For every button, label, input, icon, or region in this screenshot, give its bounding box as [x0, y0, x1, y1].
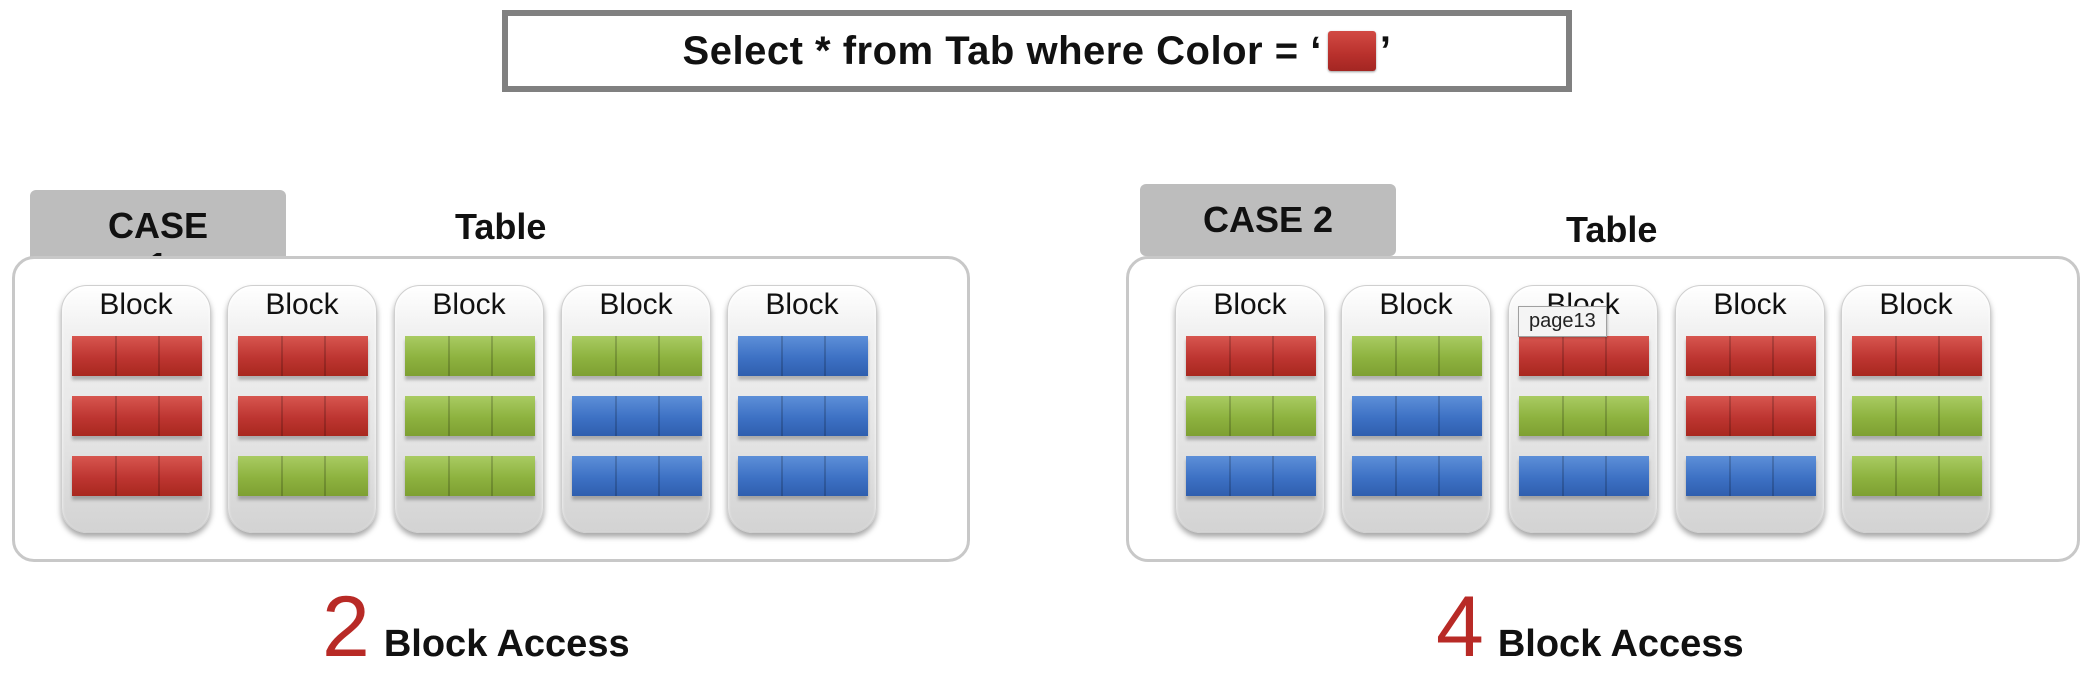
case1-block-1: Block [61, 285, 211, 533]
query-text-end: ’ [1379, 28, 1392, 73]
case1-block-2-row-red [238, 396, 368, 436]
case2-result: 4 Block Access [1436, 584, 1744, 670]
case1-block-2: Block [227, 285, 377, 533]
case2-block-3-row-red [1519, 336, 1649, 376]
case1-block-5-row-blue [738, 396, 868, 436]
case2-block-5-row-green [1852, 396, 1982, 436]
case1-block-3: Block [394, 285, 544, 533]
case2-block-5-row-red [1852, 336, 1982, 376]
case2-tab: CASE 2 [1140, 184, 1396, 256]
case1-block-5: Block [727, 285, 877, 533]
case2-block-label: Block [1879, 288, 1953, 321]
case2-block-4-row-red [1686, 396, 1816, 436]
case1-block-label: Block [99, 288, 173, 321]
case2-table-frame: Block Block Block Block Block [1126, 256, 2080, 562]
case1-block-4-row-green [572, 336, 702, 376]
case1-block-3-row-green [405, 336, 535, 376]
case2-block-3: Block [1508, 285, 1658, 533]
case2-block-1-row-green [1186, 396, 1316, 436]
case2-block-2-row-blue [1352, 396, 1482, 436]
case1-block-label: Block [599, 288, 673, 321]
case1-block-5-row-blue [738, 336, 868, 376]
case2-block-5-row-green [1852, 456, 1982, 496]
case2-block-4: Block [1675, 285, 1825, 533]
case2-block-label: Block [1379, 288, 1453, 321]
case2-block-2-row-green [1352, 336, 1482, 376]
case1-block-1-row-red [72, 336, 202, 376]
case1-block-5-row-blue [738, 456, 868, 496]
case2-table-title: Table [1566, 209, 1658, 250]
case1-tab: CASE 1 [30, 190, 286, 286]
case2-block-4-row-blue [1686, 456, 1816, 496]
case2-block-1-row-blue [1186, 456, 1316, 496]
red-color-swatch [1327, 31, 1376, 71]
case1-block-label: Block [765, 288, 839, 321]
case1-block-1-row-red [72, 396, 202, 436]
case1-result: 2 Block Access [322, 584, 630, 670]
page-tooltip: page13 [1518, 306, 1607, 337]
case2-block-3-row-green [1519, 396, 1649, 436]
case2-block-3-row-blue [1519, 456, 1649, 496]
case1-block-1-row-red [72, 456, 202, 496]
case1-block-4-row-blue [572, 456, 702, 496]
case1-block-4-row-blue [572, 396, 702, 436]
case2-block-2-row-blue [1352, 456, 1482, 496]
case2-block-4-row-red [1686, 336, 1816, 376]
sql-query-box: Select * from Tab where Color = ‘ ’ [502, 10, 1572, 92]
case2-block-5: Block [1841, 285, 1991, 533]
case1-block-2-row-red [238, 336, 368, 376]
case2-block-2: Block [1341, 285, 1491, 533]
case1-table-frame: Block Block Block Block Block [12, 256, 970, 562]
case2-result-number: 4 [1436, 579, 1484, 675]
case1-block-3-row-green [405, 396, 535, 436]
case1-result-label: Block Access [383, 623, 630, 665]
case1-block-label: Block [432, 288, 506, 321]
case1-block-3-row-green [405, 456, 535, 496]
case2-result-label: Block Access [1497, 623, 1744, 665]
case1-block-2-row-green [238, 456, 368, 496]
case2-block-1: Block [1175, 285, 1325, 533]
case1-table-title: Table [455, 206, 547, 247]
case1-block-4: Block [561, 285, 711, 533]
case1-result-number: 2 [322, 579, 370, 675]
case2-label: CASE 2 [1202, 199, 1334, 240]
case2-block-1-row-red [1186, 336, 1316, 376]
query-text: Select * from Tab where Color = ‘ [682, 28, 1322, 73]
case1-block-label: Block [265, 288, 339, 321]
case2-block-label: Block [1713, 288, 1787, 321]
case2-block-label: Block [1213, 288, 1287, 321]
